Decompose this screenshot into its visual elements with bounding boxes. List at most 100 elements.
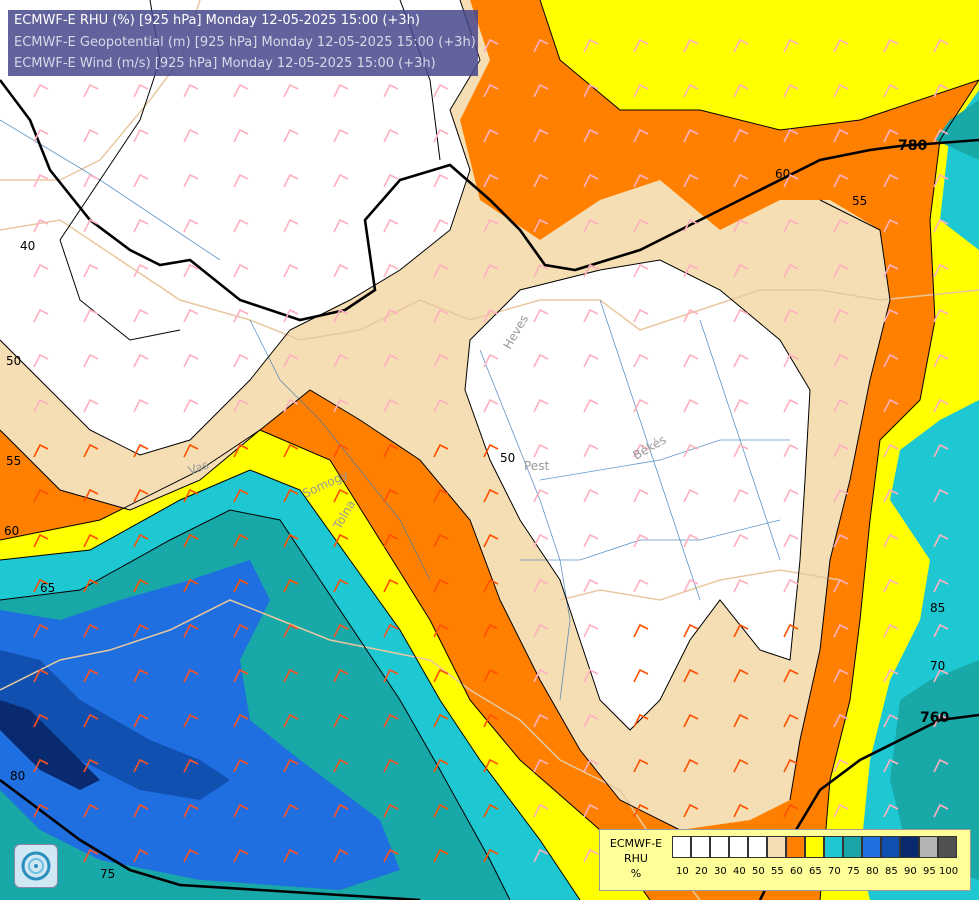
wind-barb bbox=[433, 713, 449, 728]
wind-barb bbox=[483, 533, 499, 548]
wind-barb bbox=[583, 83, 599, 98]
wind-barb bbox=[933, 128, 949, 143]
wind-barb bbox=[883, 623, 899, 638]
wind-barb bbox=[33, 173, 49, 188]
wind-barb bbox=[833, 758, 849, 773]
wind-barb bbox=[683, 173, 699, 188]
legend-swatch bbox=[938, 836, 957, 858]
wind-barb bbox=[733, 128, 749, 143]
wind-barb bbox=[633, 668, 649, 683]
rh-85-area-left bbox=[0, 650, 230, 800]
wind-barb bbox=[633, 443, 649, 458]
wind-barb bbox=[33, 803, 49, 818]
wind-barb bbox=[183, 218, 199, 233]
wind-barb bbox=[283, 398, 299, 413]
wind-barb bbox=[83, 668, 99, 683]
wind-barb bbox=[533, 758, 549, 773]
wind-barb bbox=[483, 578, 499, 593]
wind-barb bbox=[683, 353, 699, 368]
wind-barbs bbox=[33, 38, 949, 863]
wind-barb bbox=[833, 443, 849, 458]
wind-barb bbox=[533, 443, 549, 458]
wind-barb bbox=[83, 713, 99, 728]
rh-90-area-left bbox=[0, 700, 100, 790]
wind-barb bbox=[383, 443, 399, 458]
wind-barb bbox=[333, 713, 349, 728]
legend-label: 55 bbox=[771, 866, 784, 877]
wind-barb bbox=[133, 83, 149, 98]
wind-barb bbox=[483, 443, 499, 458]
wind-barb bbox=[433, 533, 449, 548]
wind-barb bbox=[683, 668, 699, 683]
wind-barb bbox=[483, 488, 499, 503]
wind-barb bbox=[183, 353, 199, 368]
rh-80-area-left bbox=[0, 560, 400, 890]
wind-barb bbox=[483, 848, 499, 863]
wind-barb bbox=[733, 803, 749, 818]
wind-barb bbox=[433, 308, 449, 323]
wind-barb bbox=[133, 128, 149, 143]
wind-barb bbox=[683, 443, 699, 458]
wind-barb bbox=[83, 353, 99, 368]
legend-label: 75 bbox=[847, 866, 860, 877]
wind-barb bbox=[833, 263, 849, 278]
legend-swatch bbox=[710, 836, 729, 858]
wind-barb bbox=[483, 308, 499, 323]
wind-barb bbox=[383, 758, 399, 773]
legend-swatch bbox=[805, 836, 824, 858]
wind-barb bbox=[933, 578, 949, 593]
wind-barb bbox=[383, 623, 399, 638]
wind-barb bbox=[783, 398, 799, 413]
rh-label-50b: 50 bbox=[500, 451, 515, 465]
wind-barb bbox=[233, 848, 249, 863]
wind-barb bbox=[583, 848, 599, 863]
wind-barb bbox=[833, 173, 849, 188]
rh-label-75: 75 bbox=[100, 867, 115, 881]
wind-barb bbox=[833, 803, 849, 818]
wind-barb bbox=[333, 263, 349, 278]
wind-barb bbox=[533, 713, 549, 728]
wind-barb bbox=[733, 578, 749, 593]
wind-barb bbox=[683, 488, 699, 503]
wind-barb bbox=[633, 173, 649, 188]
wind-barb bbox=[133, 713, 149, 728]
legend-label: 80 bbox=[866, 866, 879, 877]
legend-swatch bbox=[843, 836, 862, 858]
wind-barb bbox=[233, 173, 249, 188]
legend-title-line2: RHU bbox=[624, 852, 648, 865]
wind-barb bbox=[733, 488, 749, 503]
wind-barb bbox=[383, 173, 399, 188]
wind-barb bbox=[933, 263, 949, 278]
wind-barb bbox=[433, 488, 449, 503]
wind-barb bbox=[683, 263, 699, 278]
wind-barb bbox=[933, 38, 949, 53]
wind-barb bbox=[583, 128, 599, 143]
wind-barb bbox=[83, 758, 99, 773]
wind-barb bbox=[533, 398, 549, 413]
wind-barb bbox=[933, 353, 949, 368]
wind-barb bbox=[83, 848, 99, 863]
wind-barb bbox=[483, 668, 499, 683]
legend-swatch bbox=[919, 836, 938, 858]
wind-barb bbox=[33, 533, 49, 548]
legend-title: ECMWF-E RHU % bbox=[604, 836, 668, 881]
wind-barb bbox=[433, 578, 449, 593]
rh-label-65: 65 bbox=[40, 581, 55, 595]
wind-barb bbox=[583, 398, 599, 413]
wind-barb bbox=[33, 128, 49, 143]
wind-barb bbox=[933, 803, 949, 818]
wind-barb bbox=[233, 128, 249, 143]
wind-barb bbox=[433, 758, 449, 773]
wind-barb bbox=[483, 38, 499, 53]
wind-barb bbox=[83, 263, 99, 278]
wind-barb bbox=[583, 758, 599, 773]
wind-barb bbox=[583, 488, 599, 503]
legend-swatch bbox=[729, 836, 748, 858]
wind-barb bbox=[33, 263, 49, 278]
wind-barb bbox=[233, 803, 249, 818]
legend-title-line3: % bbox=[630, 867, 642, 880]
wind-barb bbox=[783, 308, 799, 323]
wind-barb bbox=[383, 713, 399, 728]
wind-barb bbox=[133, 803, 149, 818]
